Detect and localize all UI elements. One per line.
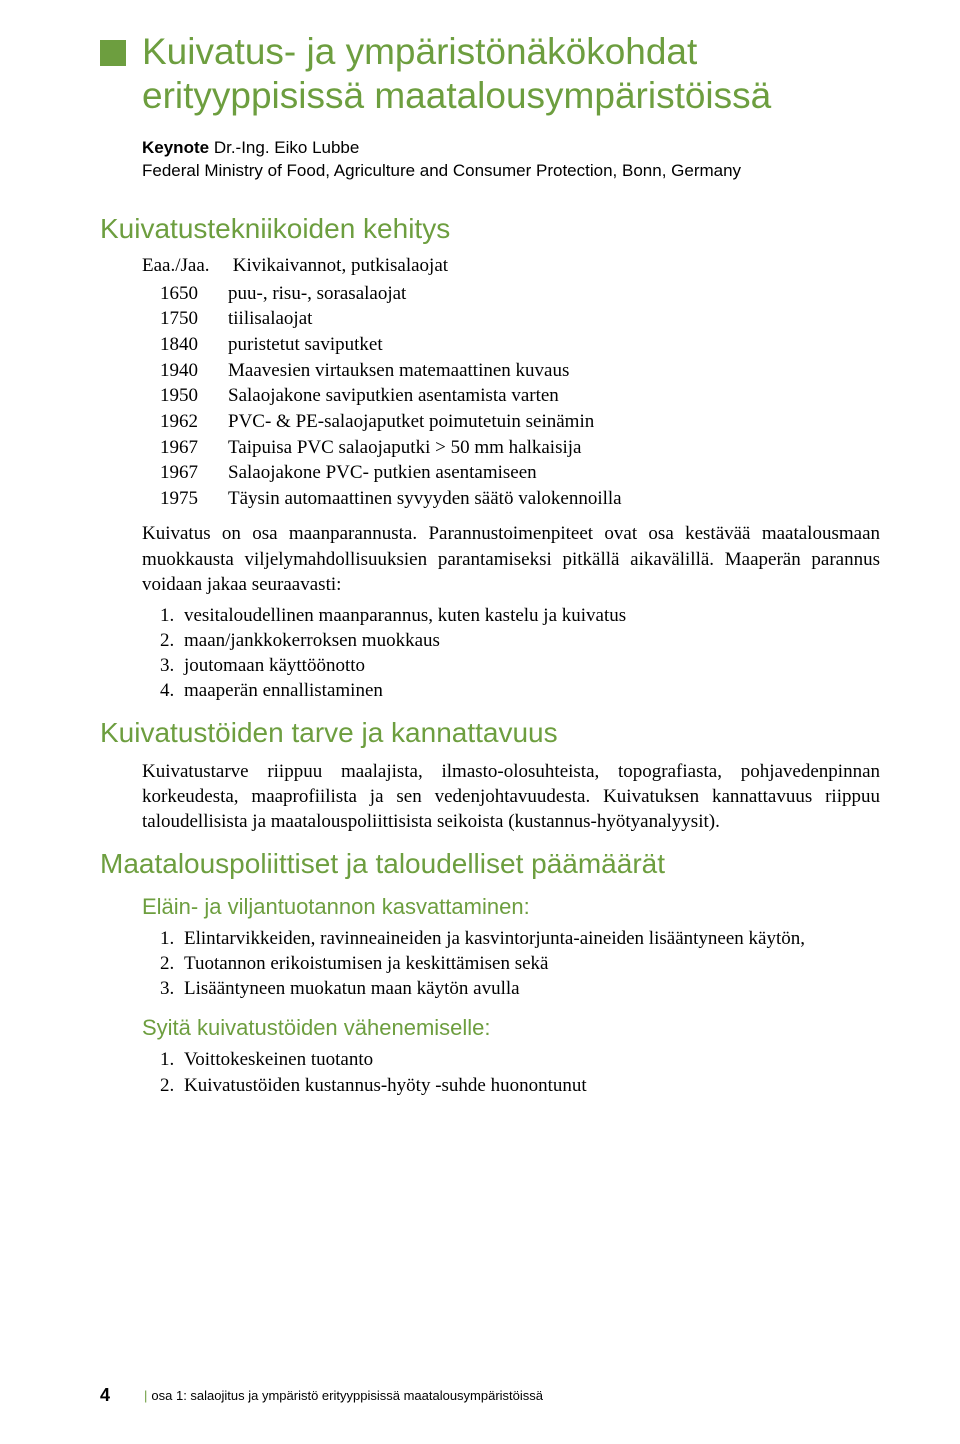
list-text: Tuotannon erikoistumisen ja keskittämise… <box>184 951 548 976</box>
list-item: 3.Lisääntyneen muokatun maan käytön avul… <box>160 976 880 1001</box>
timeline-row: 1967Salaojakone PVC- putkien asentamisee… <box>160 460 880 486</box>
subsection-3-2-list: 1.Voittokeskeinen tuotanto2.Kuivatustöid… <box>160 1047 880 1097</box>
keynote-label: Keynote <box>142 138 209 157</box>
list-item: 3.joutomaan käyttöönotto <box>160 653 880 678</box>
section-title-2: Kuivatustöiden tarve ja kannattavuus <box>100 717 880 749</box>
timeline-head: Eaa./Jaa. Kivikaivannot, putkisalaojat <box>142 255 880 277</box>
timeline-row: 1975Täysin automaattinen syvyyden säätö … <box>160 486 880 512</box>
list-number: 4. <box>160 678 184 703</box>
list-item: 1.Elintarvikkeiden, ravinneaineiden ja k… <box>160 926 880 951</box>
section-1-list: 1.vesitaloudellinen maanparannus, kuten … <box>160 603 880 703</box>
list-item: 4.maaperän ennallistaminen <box>160 678 880 703</box>
list-text: vesitaloudellinen maanparannus, kuten ka… <box>184 603 626 628</box>
timeline-year: 1962 <box>160 409 228 435</box>
timeline-list: 1650puu-, risu-, sorasalaojat1750tiilisa… <box>160 281 880 512</box>
keynote-affiliation: Federal Ministry of Food, Agriculture an… <box>142 161 741 180</box>
timeline-desc: Salaojakone PVC- putkien asentamiseen <box>228 460 537 486</box>
timeline-row: 1962PVC- & PE-salaojaputket poimutetuin … <box>160 409 880 435</box>
list-number: 1. <box>160 603 184 628</box>
page-title: Kuivatus- ja ympäristönäkökohdat erityyp… <box>142 30 880 119</box>
timeline-head-desc: Kivikaivannot, putkisalaojat <box>233 255 448 276</box>
timeline-head-year: Eaa./Jaa. <box>142 255 228 277</box>
timeline-row: 1950Salaojakone saviputkien asentamista … <box>160 383 880 409</box>
list-number: 1. <box>160 926 184 951</box>
section-title-3: Maatalouspoliittiset ja taloudelliset pä… <box>100 848 880 880</box>
timeline-row: 1940Maavesien virtauksen matemaattinen k… <box>160 358 880 384</box>
timeline-year: 1940 <box>160 358 228 384</box>
title-block: Kuivatus- ja ympäristönäkökohdat erityyp… <box>100 30 880 119</box>
list-item: 2.maan/jankkokerroksen muokkaus <box>160 628 880 653</box>
section-title-1: Kuivatustekniikoiden kehitys <box>100 213 880 245</box>
list-text: Voittokeskeinen tuotanto <box>184 1047 373 1072</box>
timeline-row: 1967Taipuisa PVC salaojaputki > 50 mm ha… <box>160 435 880 461</box>
list-item: 2.Kuivatustöiden kustannus-hyöty -suhde … <box>160 1073 880 1098</box>
timeline-desc: Salaojakone saviputkien asentamista vart… <box>228 383 559 409</box>
list-number: 2. <box>160 628 184 653</box>
page-number: 4 <box>100 1385 110 1406</box>
list-number: 2. <box>160 1073 184 1098</box>
list-number: 3. <box>160 976 184 1001</box>
footer: 4 | osa 1: salaojitus ja ympäristö erity… <box>100 1385 543 1406</box>
list-text: joutomaan käyttöönotto <box>184 653 365 678</box>
timeline-year: 1967 <box>160 460 228 486</box>
timeline-desc: Maavesien virtauksen matemaattinen kuvau… <box>228 358 569 384</box>
section-marker-icon <box>100 40 126 66</box>
subsection-3-1-list: 1.Elintarvikkeiden, ravinneaineiden ja k… <box>160 926 880 1001</box>
timeline-desc: Taipuisa PVC salaojaputki > 50 mm halkai… <box>228 435 581 461</box>
timeline-year: 1967 <box>160 435 228 461</box>
keynote-author: Dr.-Ing. Eiko Lubbe <box>214 138 360 157</box>
timeline-desc: tiilisalaojat <box>228 306 312 332</box>
timeline-desc: puristetut saviputket <box>228 332 383 358</box>
timeline-desc: PVC- & PE-salaojaputket poimutetuin sein… <box>228 409 594 435</box>
timeline-desc: puu-, risu-, sorasalaojat <box>228 281 406 307</box>
list-text: Lisääntyneen muokatun maan käytön avulla <box>184 976 520 1001</box>
list-number: 3. <box>160 653 184 678</box>
timeline-year: 1975 <box>160 486 228 512</box>
list-item: 2.Tuotannon erikoistumisen ja keskittämi… <box>160 951 880 976</box>
list-text: maaperän ennallistaminen <box>184 678 383 703</box>
list-text: Kuivatustöiden kustannus-hyöty -suhde hu… <box>184 1073 587 1098</box>
keynote-block: Keynote Dr.-Ing. Eiko Lubbe Federal Mini… <box>142 137 880 183</box>
timeline-desc: Täysin automaattinen syvyyden säätö valo… <box>228 486 622 512</box>
timeline-row: 1840puristetut saviputket <box>160 332 880 358</box>
timeline-row: 1750tiilisalaojat <box>160 306 880 332</box>
list-item: 1.Voittokeskeinen tuotanto <box>160 1047 880 1072</box>
timeline-row: 1650puu-, risu-, sorasalaojat <box>160 281 880 307</box>
footer-divider-icon: | <box>144 1388 147 1403</box>
list-text: maan/jankkokerroksen muokkaus <box>184 628 440 653</box>
section-1-paragraph: Kuivatus on osa maanparannusta. Parannus… <box>142 521 880 596</box>
timeline-year: 1950 <box>160 383 228 409</box>
timeline-year: 1650 <box>160 281 228 307</box>
footer-text: osa 1: salaojitus ja ympäristö erityyppi… <box>151 1388 543 1403</box>
subsection-title-3-2: Syitä kuivatustöiden vähenemiselle: <box>142 1015 880 1041</box>
list-text: Elintarvikkeiden, ravinneaineiden ja kas… <box>184 926 805 951</box>
timeline-year: 1750 <box>160 306 228 332</box>
section-2-paragraph: Kuivatustarve riippuu maalajista, ilmast… <box>142 759 880 834</box>
list-number: 2. <box>160 951 184 976</box>
list-number: 1. <box>160 1047 184 1072</box>
subsection-title-3-1: Eläin- ja viljantuotannon kasvattaminen: <box>142 894 880 920</box>
timeline-year: 1840 <box>160 332 228 358</box>
list-item: 1.vesitaloudellinen maanparannus, kuten … <box>160 603 880 628</box>
